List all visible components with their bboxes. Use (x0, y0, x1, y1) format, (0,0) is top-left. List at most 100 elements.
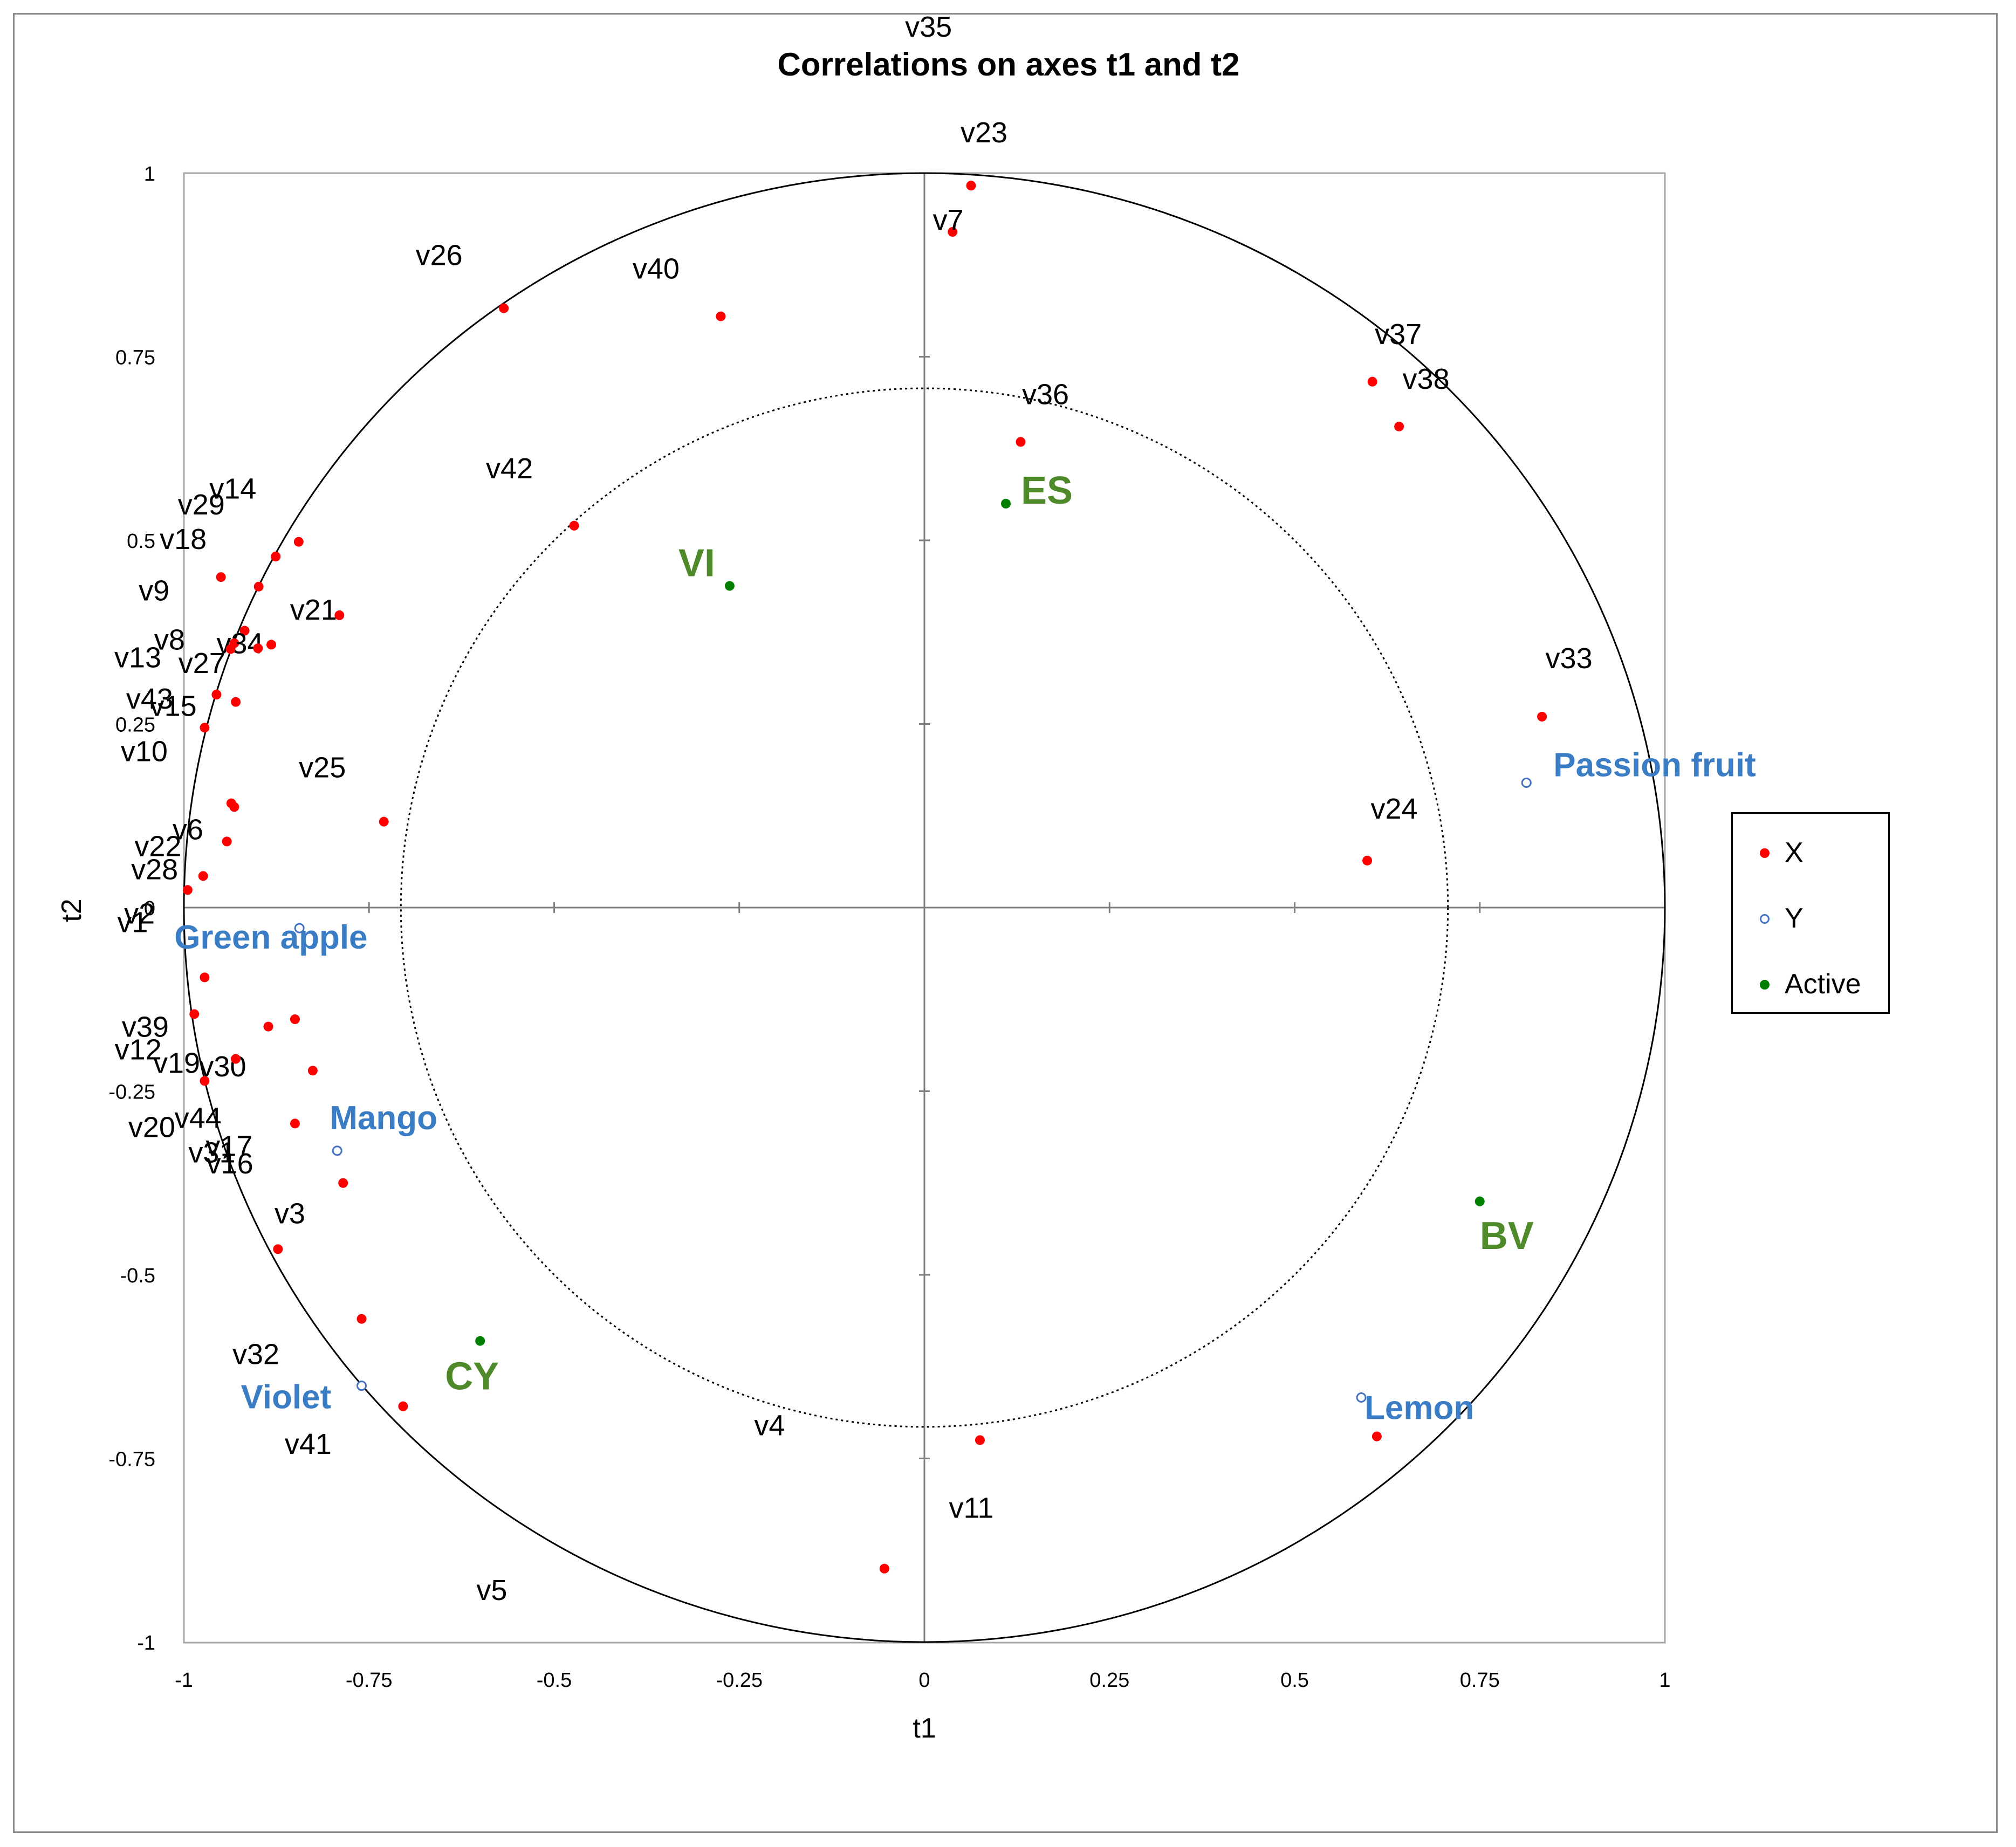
point-x-v20 (200, 1076, 210, 1086)
legend-item-active: Active (1733, 967, 1888, 1005)
label-v28: v28 (131, 853, 178, 885)
legend-x-label: X (1785, 837, 1804, 868)
point-x-v10 (200, 723, 210, 733)
label-v23: v23 (961, 116, 1007, 149)
point-x-v3 (273, 1244, 283, 1254)
label-lemon: Lemon (1364, 1389, 1474, 1426)
point-x-v40 (716, 311, 726, 321)
label-v33: v33 (1546, 642, 1593, 675)
y-tick-label: 0 (144, 897, 155, 920)
point-x-v28 (222, 836, 232, 847)
point-x-v31 (290, 1118, 300, 1129)
label-v27: v27 (179, 647, 225, 679)
label-v42: v42 (486, 452, 533, 485)
label-v39: v39 (122, 1011, 169, 1043)
point-x-v30 (290, 1014, 300, 1025)
point-x-v38 (1394, 421, 1404, 431)
label-v15: v15 (150, 690, 197, 723)
point-x-v18 (253, 581, 264, 592)
point-x-v4 (1372, 1431, 1382, 1441)
label-v19: v19 (153, 1047, 200, 1080)
point-x-v15 (231, 697, 241, 707)
point-y-mango (332, 1145, 342, 1156)
y-tick-label: -0.75 (108, 1448, 155, 1471)
point-x-v6 (229, 802, 239, 812)
point-y-violet (356, 1381, 367, 1391)
label-v18: v18 (160, 523, 207, 555)
legend-active-label: Active (1785, 969, 1861, 1000)
ticks-layer: -1 -0.75 -0.5 -0.25 0 0.25 0.5 0.75 1 -1 -0.75 -0.5… (108, 163, 1670, 1692)
label-v14: v14 (209, 473, 256, 505)
inner-dotted-circle (400, 387, 1449, 1428)
point-x-v1 (182, 885, 193, 895)
legend-y-label: Y (1785, 903, 1804, 934)
label-v3: v3 (275, 1197, 305, 1230)
point-x-v43 (211, 690, 222, 700)
x-axis-title: t1 (913, 1713, 936, 1744)
circles-layer (183, 172, 1666, 1643)
point-x-v41 (398, 1401, 408, 1411)
x-tick-label: 0.25 (1089, 1669, 1129, 1692)
point-x-v34 (266, 640, 277, 650)
label-mango: Mango (330, 1100, 437, 1137)
x-tick-label: -0.75 (346, 1669, 393, 1692)
label-bv: BV (1480, 1214, 1534, 1258)
label-v4: v4 (754, 1410, 785, 1442)
legend-item-x: X (1733, 835, 1888, 873)
point-y-lemon (1356, 1392, 1367, 1403)
label-v9: v9 (139, 575, 169, 607)
label-v25: v25 (299, 752, 346, 784)
x-tick-label: 0.5 (1280, 1669, 1309, 1692)
label-v38: v38 (1403, 363, 1450, 395)
point-x-v39 (200, 972, 210, 983)
label-v11: v11 (949, 1492, 993, 1524)
label-v32: v32 (232, 1338, 279, 1371)
x-tick-label: -0.25 (716, 1669, 763, 1692)
point-x-v13 (225, 644, 236, 654)
point-x-v16 (338, 1178, 348, 1188)
y-tick-label: 1 (144, 163, 155, 186)
point-x-v14 (293, 537, 304, 547)
y-tick-label: 0.5 (127, 530, 155, 553)
point-x-v24 (1362, 855, 1373, 866)
label-es: ES (1021, 469, 1073, 512)
label-v43: v43 (126, 683, 173, 715)
label-v40: v40 (633, 253, 680, 285)
label-v35: v35 (905, 11, 952, 43)
point-x-v37 (1367, 376, 1377, 387)
label-v37: v37 (1375, 318, 1422, 351)
point-x-v33 (1537, 711, 1547, 722)
y-tick-label: -0.5 (120, 1265, 155, 1287)
y-tick-label: 0.75 (115, 347, 155, 369)
label-v20: v20 (128, 1111, 175, 1143)
point-x-v19 (263, 1021, 273, 1032)
label-cy: CY (445, 1355, 499, 1398)
label-v44: v44 (175, 1102, 222, 1135)
y-tick-label: -0.25 (108, 1081, 155, 1104)
chart-frame (13, 13, 1998, 1833)
point-active-cy (475, 1336, 485, 1346)
point-x-v2 (198, 871, 208, 881)
point-x-v23 (966, 181, 976, 191)
label-v1: v1 (117, 906, 148, 938)
point-x-v44 (231, 1054, 241, 1064)
label-v6: v6 (173, 813, 203, 846)
label-v41: v41 (285, 1428, 332, 1460)
point-x-v25 (379, 816, 389, 827)
label-v26: v26 (416, 239, 463, 272)
point-x-v29 (271, 551, 281, 561)
label-v10: v10 (121, 735, 168, 767)
point-active-vi (724, 581, 735, 591)
label-v8: v8 (154, 624, 185, 656)
x-tick-label: -0.5 (537, 1669, 572, 1692)
label-passion-fruit: Passion fruit (1553, 746, 1756, 784)
legend-y-marker-icon (1760, 914, 1770, 924)
label-v13: v13 (114, 642, 161, 674)
x-tick-label: 0 (918, 1669, 930, 1692)
label-v7: v7 (933, 204, 964, 236)
x-tick-label: -1 (175, 1669, 193, 1692)
point-x-v42 (569, 520, 579, 531)
label-v29: v29 (178, 489, 225, 521)
